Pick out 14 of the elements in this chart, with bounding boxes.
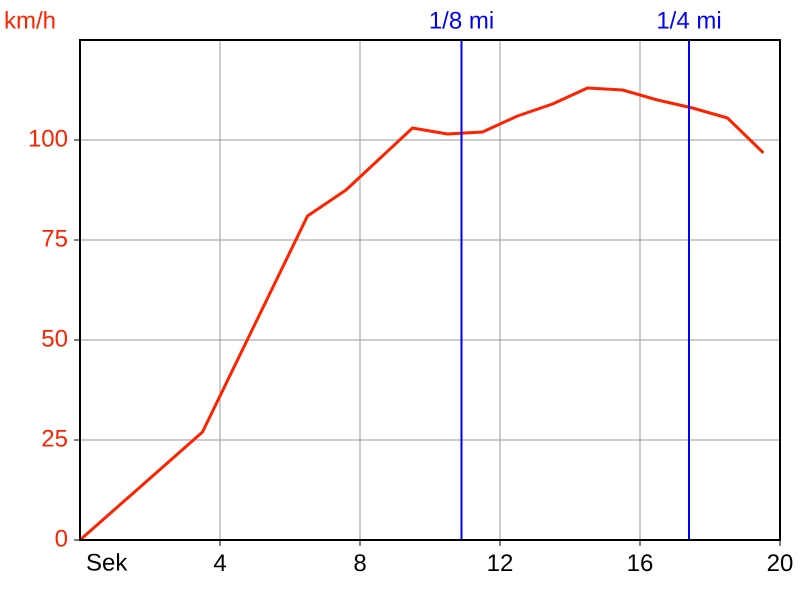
y-tick-label: 50 <box>41 326 68 353</box>
x-tick-label: 16 <box>626 550 654 578</box>
y-tick-label: 100 <box>28 126 68 153</box>
x-tick-label: 20 <box>766 550 794 578</box>
y-tick-label: 0 <box>54 526 68 553</box>
y-tick-label: 75 <box>41 226 68 253</box>
y-tick-label: 25 <box>41 426 68 453</box>
y-axis-title: km/h <box>4 8 56 35</box>
x-tick-label: 8 <box>353 550 367 578</box>
x-axis-title: Sek <box>86 550 128 577</box>
x-tick-label: 12 <box>486 550 514 578</box>
x-tick-label: 4 <box>213 550 227 578</box>
ref-line-label: 1/8 mi <box>428 8 494 35</box>
ref-line-label: 1/4 mi <box>656 8 722 35</box>
